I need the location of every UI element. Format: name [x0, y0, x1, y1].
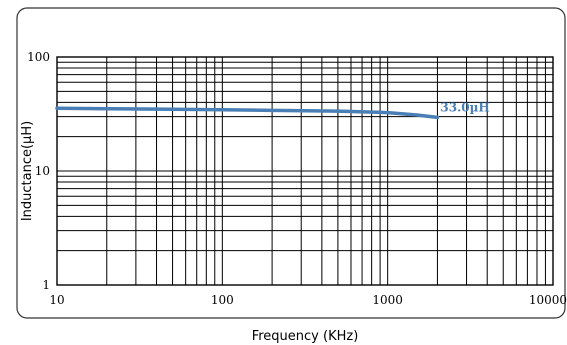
- series-label: 33.0µH: [440, 100, 489, 114]
- x-tick-label: 1000: [372, 293, 403, 307]
- x-tick-labels: 10 100 1000 10000: [49, 293, 567, 307]
- y-tick-label: 100: [27, 50, 50, 64]
- series-group: 33.0µH: [55, 100, 490, 120]
- plot-area-border: [56, 56, 554, 286]
- x-tick-label: 10: [49, 293, 64, 307]
- series-line: [55, 106, 440, 120]
- x-tick-label: 10000: [529, 293, 567, 307]
- y-tick-label: 10: [35, 164, 50, 178]
- x-tick-label: 100: [211, 293, 234, 307]
- chart-frame: [16, 7, 566, 319]
- y-axis-label: Inductance(µH): [20, 121, 35, 221]
- grid: [57, 57, 553, 285]
- y-tick-labels: 1 10 100: [27, 50, 50, 292]
- y-tick-label: 1: [42, 278, 50, 292]
- x-axis-label: Frequency (KHz): [252, 329, 359, 344]
